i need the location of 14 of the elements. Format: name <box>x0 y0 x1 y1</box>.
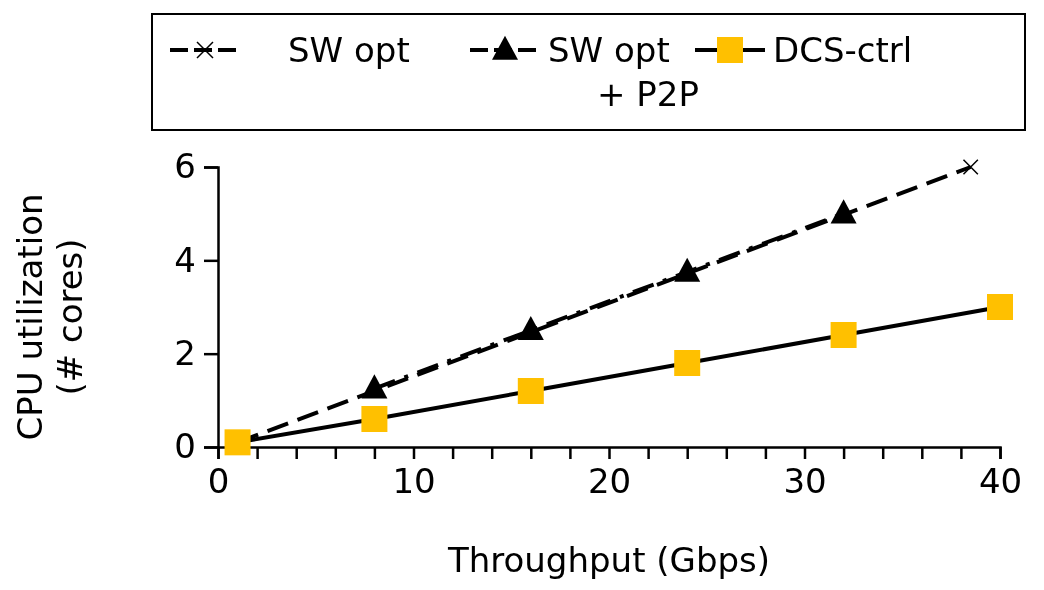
legend-label: SW opt <box>288 30 410 70</box>
x-tick-label: 10 <box>392 460 436 501</box>
x-tick-label: 30 <box>783 460 827 501</box>
legend-label: DCS-ctrl <box>773 30 913 70</box>
y-tick-label: 2 <box>174 333 196 374</box>
legend-label: SW opt + P2P <box>548 30 699 114</box>
y-tick-label: 0 <box>174 426 196 467</box>
x-tick-label: 40 <box>978 460 1023 501</box>
x-tick-label: 0 <box>207 460 230 501</box>
y-axis-title: CPU utilization (# cores) <box>10 193 90 441</box>
x-tick-label: 20 <box>587 460 632 501</box>
y-tick-label: 4 <box>174 239 196 280</box>
x-axis-title: Throughput (Gbps) <box>446 540 771 580</box>
y-tick-label: 6 <box>174 146 196 187</box>
